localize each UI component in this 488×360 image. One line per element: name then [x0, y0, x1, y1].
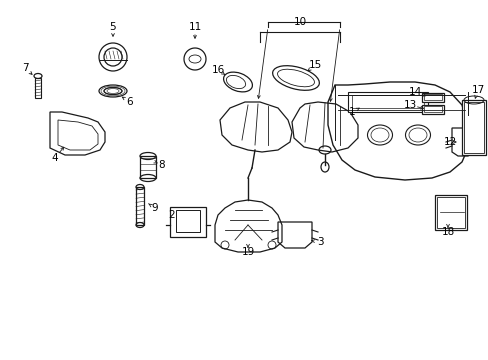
Text: 10: 10: [293, 17, 306, 27]
Bar: [436, 197, 464, 228]
Text: 15: 15: [308, 60, 321, 70]
Bar: [461, 100, 485, 155]
Bar: [176, 210, 200, 232]
Text: 16: 16: [211, 65, 224, 75]
Text: 6: 6: [126, 97, 133, 107]
Bar: [170, 207, 205, 237]
Text: 18: 18: [441, 227, 454, 237]
Bar: [423, 94, 441, 100]
Bar: [347, 92, 427, 112]
Bar: [423, 106, 441, 112]
Text: 5: 5: [109, 22, 116, 32]
Text: 17: 17: [470, 85, 484, 95]
Bar: [136, 187, 143, 225]
Text: 14: 14: [407, 87, 421, 97]
Text: 13: 13: [403, 100, 416, 110]
Text: 7: 7: [21, 63, 28, 73]
Text: 1: 1: [348, 107, 355, 117]
Bar: [421, 93, 443, 102]
Text: 12: 12: [443, 137, 456, 147]
Text: 11: 11: [188, 22, 201, 32]
Bar: [434, 195, 466, 230]
Text: 8: 8: [159, 160, 165, 170]
Text: 2: 2: [168, 210, 175, 220]
Text: 9: 9: [151, 203, 158, 213]
Bar: [463, 102, 483, 153]
Bar: [351, 95, 423, 108]
Text: 3: 3: [316, 237, 323, 247]
Bar: [140, 156, 156, 178]
Text: 4: 4: [52, 153, 58, 163]
Bar: [35, 78, 41, 98]
Text: 19: 19: [241, 247, 254, 257]
Bar: [421, 105, 443, 114]
